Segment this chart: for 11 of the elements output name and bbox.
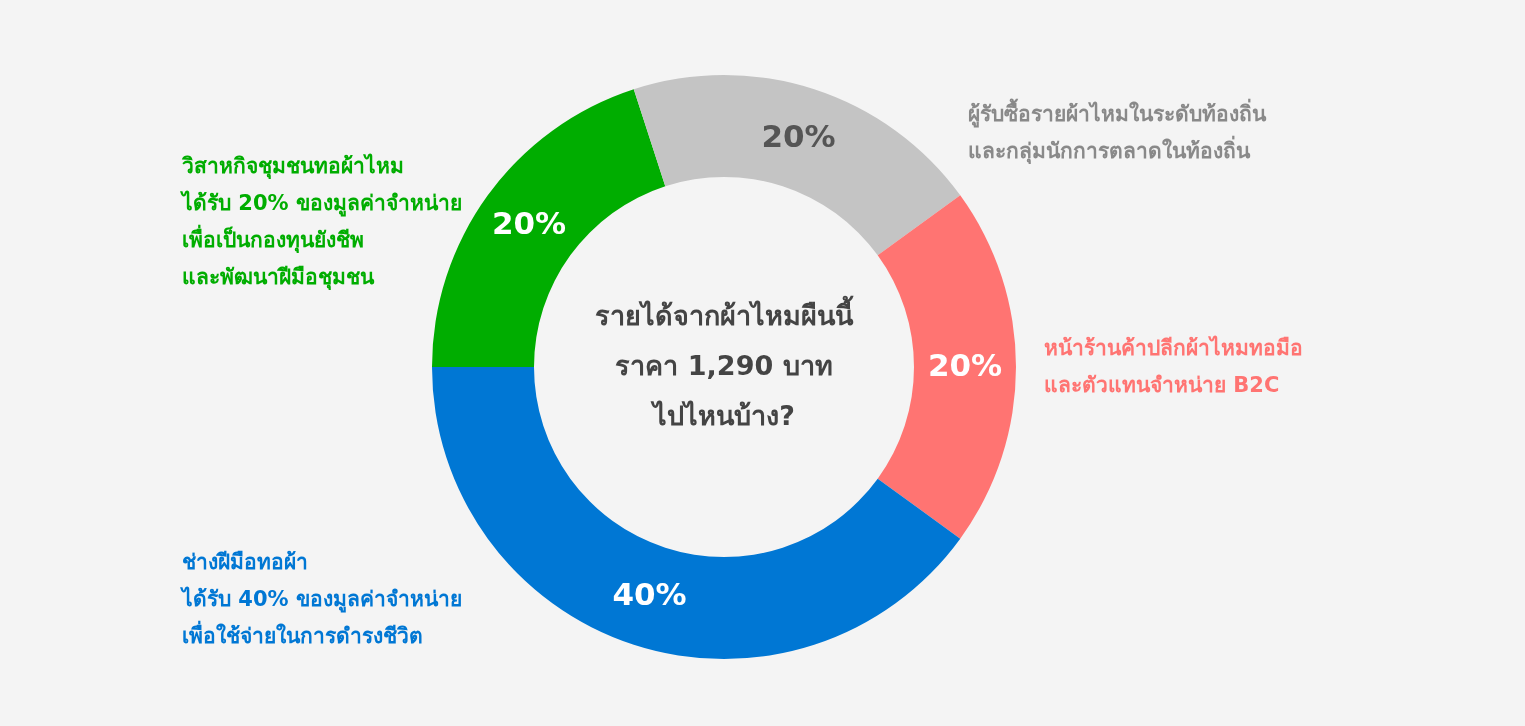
donut-slice [877, 195, 1016, 539]
text: รายได้จากผ้าไหมผืนนี้ ราคา 1,290 บาท ไปไหนบ้าง? [595, 295, 854, 431]
data-label: 20% [927, 347, 1003, 383]
slice-label: วิสาหกิจชุมชนทอผ้าไหม ได้รับ 20% ของมูลค่าจำหน่าย เพื่อเป็นกองทุนยังชีพ และพัฒนาฝีมือชุมชน [180, 153, 462, 292]
data-label: 20% [761, 117, 836, 154]
data-label: 40% [612, 576, 687, 613]
donut-slice [633, 75, 961, 256]
data-label: 20% [491, 205, 567, 242]
slice-label: หน้าร้านค้าปลีกผ้าไหมทอมือ และตัวแทนจำหน่าย B2C [1044, 334, 1303, 397]
slice-label: ผู้รับซื้อรายผ้าไหมในระดับท้องถิ่น และกลุ่มนักการตลาดในท้องถิ่น [968, 98, 1268, 166]
slice-label: ช่างฝีมือทอผ้า ได้รับ 40% ของมูลค่าจำหน่าย เพื่อใช้จ่ายในการดำรงชีวิต [180, 550, 462, 649]
